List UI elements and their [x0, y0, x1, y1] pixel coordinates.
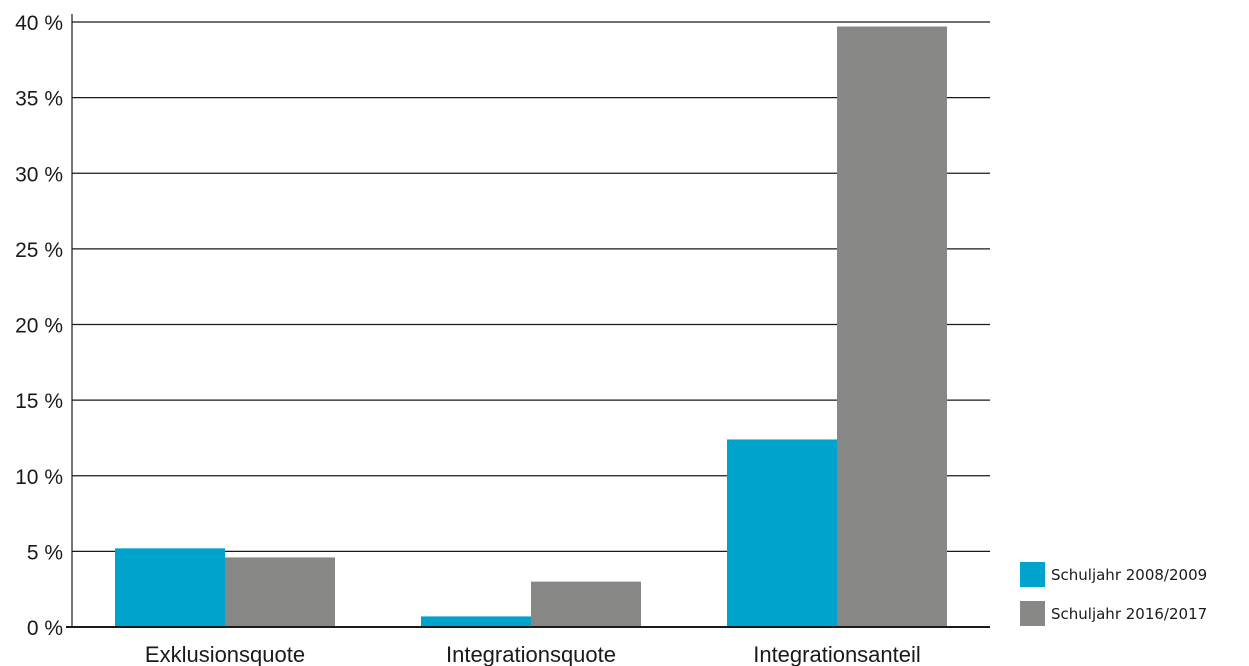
y-tick-label: 30 %	[15, 163, 63, 186]
category-label: Exklusionsquote	[145, 642, 305, 666]
axes	[66, 14, 990, 628]
legend-label: Schuljahr 2008/2009	[1051, 566, 1207, 584]
x-axis-category-labels: Exklusionsquote Integrationsquote Integrat…	[145, 642, 921, 666]
y-tick-label: 10 %	[15, 466, 63, 489]
legend-label: Schuljahr 2016/2017	[1051, 605, 1207, 623]
y-tick-label: 5 %	[27, 541, 63, 564]
category-label: Integrationsquote	[446, 642, 616, 666]
y-tick-label: 0 %	[27, 617, 63, 640]
bar-integrationsquote-series-1	[421, 616, 531, 627]
category-label: Integrationsanteil	[753, 642, 921, 666]
y-tick-label: 15 %	[15, 390, 63, 413]
legend-swatch	[1020, 601, 1045, 626]
y-tick-label: 25 %	[15, 239, 63, 262]
legend: Schuljahr 2008/2009 Schuljahr 2016/2017	[1020, 562, 1207, 626]
gridlines	[72, 21, 990, 552]
bar-exklusionsquote-series-1	[115, 548, 225, 627]
bar-integrationsquote-series-2	[531, 581, 641, 627]
bars	[115, 26, 947, 628]
y-tick-label: 20 %	[15, 315, 63, 338]
y-tick-label: 35 %	[15, 88, 63, 111]
bar-exklusionsquote-series-2	[225, 557, 335, 627]
legend-swatch	[1020, 562, 1045, 587]
bar-integrationsanteil-series-1	[727, 439, 837, 627]
bar-integrationsanteil-series-2	[837, 26, 947, 628]
y-axis-tick-labels: 0 % 5 % 10 % 15 % 20 % 25 % 30 % 35 % 40 %	[15, 12, 63, 640]
y-tick-label: 40 %	[15, 12, 63, 35]
